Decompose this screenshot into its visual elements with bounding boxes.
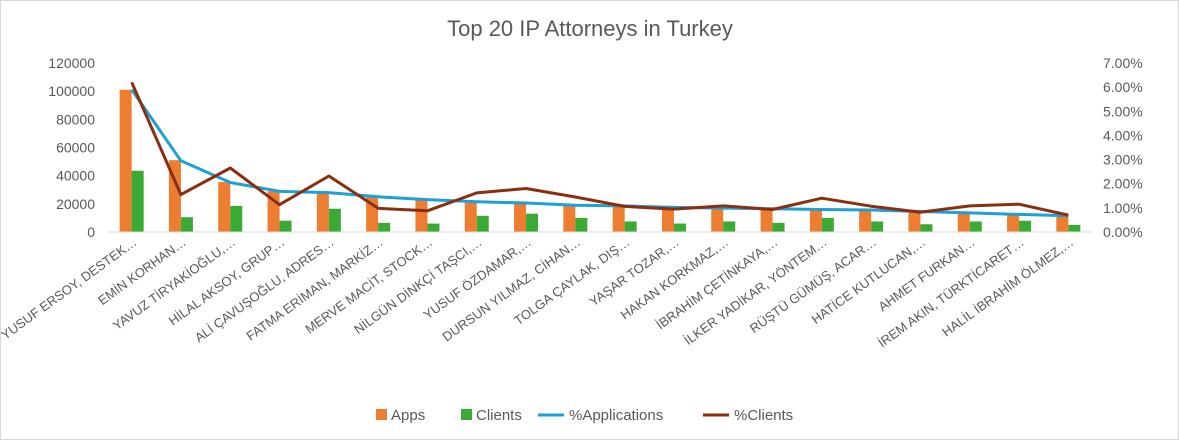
bar-apps (514, 203, 527, 232)
right-tick-label: 4.00% (1103, 127, 1143, 143)
bar-clients (1019, 220, 1032, 232)
left-tick-label: 100000 (48, 83, 95, 99)
bar-apps (661, 207, 674, 232)
bar-apps (809, 209, 822, 232)
legend-label: %Applications (569, 407, 663, 424)
right-tick-label: 7.00% (1103, 55, 1143, 71)
bar-apps (563, 205, 576, 232)
bar-clients (969, 221, 982, 232)
left-axis: 0 20000 40000 60000 80000 100000 120000 (48, 55, 95, 240)
bar-clients (427, 223, 440, 232)
bar-apps (760, 208, 773, 232)
bar-apps (957, 212, 970, 232)
bar-clients (624, 221, 637, 232)
right-tick-label: 5.00% (1103, 103, 1143, 119)
bar-apps (612, 205, 625, 232)
bar-apps (119, 89, 132, 232)
bar-apps (859, 210, 872, 232)
bar-apps (316, 192, 329, 232)
legend: Apps Clients %Applications %Clients (376, 407, 793, 424)
bar-apps (168, 160, 181, 232)
bar-clients (279, 220, 292, 232)
bar-apps (218, 182, 231, 232)
bar-apps (415, 199, 428, 232)
right-tick-label: 0.00% (1103, 224, 1143, 240)
left-tick-label: 80000 (56, 111, 95, 127)
bar-clients (772, 222, 785, 232)
right-tick-label: 6.00% (1103, 79, 1143, 95)
bar-clients (920, 224, 933, 232)
left-tick-label: 20000 (56, 196, 95, 212)
bar-apps (464, 201, 477, 232)
bar-apps (711, 208, 724, 232)
bar-clients (526, 213, 539, 232)
legend-swatch (376, 409, 387, 420)
bar-clients (871, 221, 884, 232)
bar-clients (328, 208, 341, 232)
bar-clients (821, 217, 834, 232)
right-tick-label: 2.00% (1103, 176, 1143, 192)
legend-swatch (461, 409, 472, 420)
left-tick-label: 60000 (56, 140, 95, 156)
left-tick-label: 40000 (56, 168, 95, 184)
bar-clients (180, 217, 193, 232)
bar-clients (131, 170, 144, 232)
bar-apps (908, 211, 921, 232)
bar-clients (378, 222, 391, 232)
bar-clients (1068, 224, 1081, 232)
chart-title: Top 20 IP Attorneys in Turkey (447, 16, 733, 41)
bar-clients (476, 215, 489, 232)
line-pct-clients (130, 81, 1069, 217)
right-tick-label: 3.00% (1103, 152, 1143, 168)
bar-clients (575, 217, 588, 232)
line-group (130, 81, 1069, 218)
left-tick-label: 0 (87, 224, 95, 240)
legend-label: Clients (476, 407, 522, 424)
bar-clients (230, 205, 243, 232)
legend-label: %Clients (734, 407, 793, 424)
bar-apps (1007, 214, 1020, 232)
right-axis: 0.00% 1.00% 2.00% 3.00% 4.00% 5.00% 6.00% 7.00% (1103, 55, 1143, 240)
bar-clients (723, 221, 736, 232)
legend-label: Apps (391, 407, 425, 424)
bar-clients (673, 223, 686, 232)
left-tick-label: 120000 (48, 55, 95, 71)
bar-group (119, 89, 1081, 232)
right-tick-label: 1.00% (1103, 200, 1143, 216)
bar-apps (1056, 215, 1069, 232)
category-labels: YUSUF ERSOY, DESTEK…EMİN KORHAN…YAVUZ Tİ… (1, 234, 1076, 350)
